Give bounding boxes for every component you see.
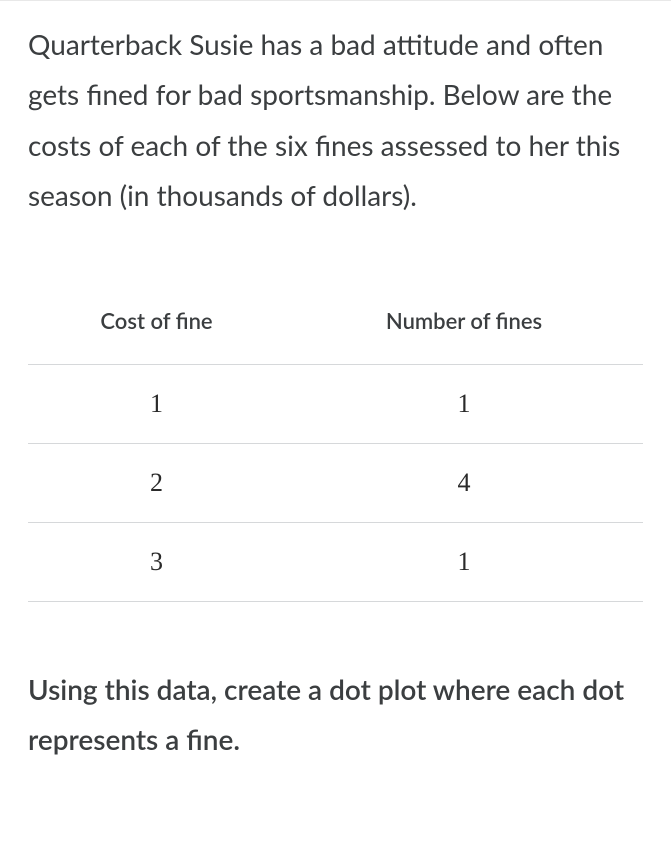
- problem-container: Quarterback Susie has a bad attitude and…: [0, 0, 671, 786]
- table-cell-number: 1: [285, 522, 643, 601]
- table-cell-number: 4: [285, 443, 643, 522]
- table-row: 2 4: [28, 443, 643, 522]
- fines-table: Cost of fine Number of fines 1 1 2 4 3 1: [28, 293, 643, 602]
- table-row: 1 1: [28, 364, 643, 443]
- table-header-cost: Cost of fine: [28, 293, 285, 365]
- table-cell-cost: 2: [28, 443, 285, 522]
- table-cell-cost: 1: [28, 364, 285, 443]
- problem-instruction-text: Using this data, create a dot plot where…: [28, 664, 643, 765]
- table-cell-number: 1: [285, 364, 643, 443]
- table-header-number: Number of fines: [285, 293, 643, 365]
- table-cell-cost: 3: [28, 522, 285, 601]
- table-row: 3 1: [28, 522, 643, 601]
- table-header-row: Cost of fine Number of fines: [28, 293, 643, 365]
- problem-intro-text: Quarterback Susie has a bad attitude and…: [28, 19, 643, 221]
